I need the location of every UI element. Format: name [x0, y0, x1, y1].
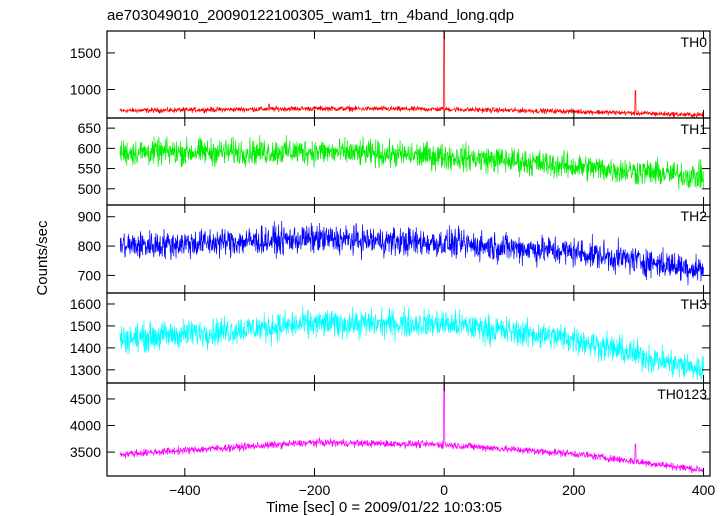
panel-frame	[106, 117, 711, 206]
x-tick-label: −400	[169, 482, 201, 498]
panel-th0: 1000 1500 TH0	[70, 30, 711, 119]
y-tick-label: 1400	[70, 340, 101, 356]
y-tick-label: 1500	[70, 45, 101, 61]
y-tick-label: 3500	[70, 444, 101, 460]
panel-th3: 1300 1400 1500 1600 TH3	[70, 292, 711, 384]
y-tick-label: 1500	[70, 318, 101, 334]
series-line-th0	[119, 31, 704, 118]
y-tick-label: 800	[78, 238, 102, 254]
series-line-th0123	[119, 383, 704, 474]
panel-frame	[106, 30, 711, 119]
x-axis-tick-labels: −400 −200 0 200 400	[169, 482, 715, 498]
panel-th0123: 3500 4000 4500 TH0123	[70, 382, 711, 477]
y-tick-label: 4000	[70, 418, 101, 434]
panel-th1: 500 550 600 650 TH1	[78, 117, 711, 206]
series-line-th1	[119, 135, 704, 190]
y-tick-label: 1000	[70, 81, 101, 97]
y-tick-label: 4500	[70, 391, 101, 407]
y-tick-label: 500	[78, 181, 102, 197]
panel-label: TH3	[681, 296, 708, 312]
y-tick-label: 900	[78, 209, 102, 225]
panel-label: TH1	[681, 121, 708, 137]
x-tick-label: 0	[440, 482, 448, 498]
series-line-th3	[119, 306, 704, 381]
panel-th2: 700 800 900 TH2	[78, 204, 711, 294]
y-axis-label: Counts/sec	[34, 220, 51, 296]
panel-frame	[106, 382, 711, 477]
chart-title: ae703049010_20090122100305_wam1_trn_4ban…	[107, 7, 514, 24]
x-tick-label: −200	[299, 482, 331, 498]
y-tick-label: 1600	[70, 296, 101, 312]
y-tick-label: 1300	[70, 362, 101, 378]
panel-label: TH0	[681, 34, 708, 50]
y-tick-label: 600	[78, 140, 102, 156]
series-line-th2	[119, 220, 704, 286]
x-tick-label: 200	[562, 482, 586, 498]
y-tick-label: 650	[78, 120, 102, 136]
y-tick-label: 700	[78, 267, 102, 283]
x-tick-label: 400	[692, 482, 716, 498]
y-tick-label: 550	[78, 161, 102, 177]
panel-label: TH0123	[657, 386, 707, 402]
x-axis-label: Time [sec] 0 = 2009/01/22 10:03:05	[266, 499, 502, 516]
panel-label: TH2	[681, 208, 708, 224]
panels: 1000 1500 TH0 500 550 600 650 TH1 700 800 900 TH2 13…	[70, 30, 711, 477]
